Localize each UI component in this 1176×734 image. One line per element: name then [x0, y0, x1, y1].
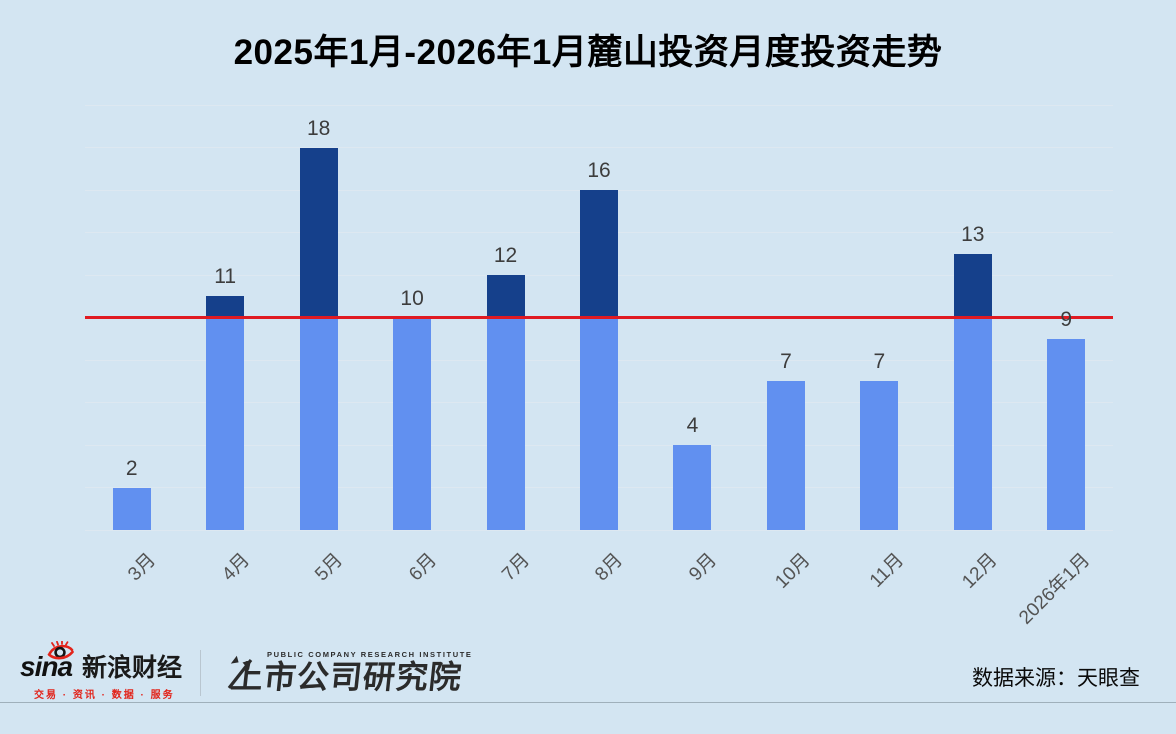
- bar-value-label: 4: [686, 414, 699, 437]
- x-axis-label: 9月: [685, 549, 721, 586]
- data-source-label: 数据来源：天眼查: [972, 667, 1140, 690]
- bar-value-label: 2: [125, 456, 138, 480]
- bar-segment-above-line: [299, 147, 338, 318]
- bar-value-label: 9: [1060, 307, 1073, 331]
- x-axis-label: 7月: [498, 549, 534, 586]
- bar-segment-above-line: [580, 190, 618, 318]
- institute-logo: PUBLIC COMPANY RESEARCH INSTITUTE 上市公司研究…: [217, 650, 472, 695]
- bar-value-label: 11: [214, 265, 237, 289]
- bar-segment-below-line: [580, 317, 618, 530]
- bar-segment-below-line: [206, 317, 245, 530]
- x-axis-label: 5月: [311, 549, 348, 586]
- bar-value-label: 7: [780, 350, 792, 374]
- bar-12月: [953, 253, 992, 530]
- x-axis-label: 3月: [124, 549, 161, 586]
- bar-7月: [486, 275, 525, 530]
- gridline: [85, 529, 1113, 531]
- bar-segment-below-line: [1047, 338, 1086, 530]
- x-axis-label: 11月: [865, 549, 908, 592]
- bar-11月: [860, 381, 899, 530]
- gridline: [85, 104, 1113, 106]
- sina-finance-name: 新浪财经: [82, 654, 183, 682]
- bar-segment-below-line: [766, 381, 805, 530]
- bar-value-label: 18: [306, 116, 331, 140]
- bar-value-label: 12: [493, 244, 518, 267]
- bar-segment-above-line: [486, 275, 525, 318]
- bar-segment-below-line: [486, 317, 525, 530]
- institute-subtitle: PUBLIC COMPANY RESEARCH INSTITUTE: [267, 650, 473, 660]
- bar-value-label: 7: [873, 350, 886, 374]
- x-axis-label: 12月: [957, 549, 1002, 593]
- bar-6月: [393, 317, 432, 530]
- chart-title: 2025年1月-2026年1月麓山投资月度投资走势: [233, 33, 943, 72]
- logo-vertical-divider: [200, 650, 202, 696]
- bar-5月: [299, 147, 338, 530]
- gridline: [85, 147, 1113, 148]
- bar-2026年1月: [1047, 338, 1086, 530]
- footer-brand-area: sina 新浪财经 交易 · 资讯 · 数据 · 服务 PUBLIC COMPA…: [20, 641, 473, 702]
- bar-9月: [673, 445, 712, 530]
- bar-segment-below-line: [299, 317, 338, 530]
- x-axis-label: 2026年1月: [1015, 549, 1095, 629]
- bar-8月: [580, 190, 618, 530]
- bar-segment-below-line: [393, 317, 432, 530]
- sina-eye-icon: [47, 641, 74, 660]
- bar-chart: 2 3月 11 4月 18 5月 10 6月 12 7月 16 8月 4 9月 7 10月 7 11月 13 12月 9…: [85, 104, 1113, 629]
- bar-segment-below-line: [953, 317, 992, 530]
- arrow-up-icon: [227, 656, 253, 690]
- bar-10月: [766, 381, 805, 530]
- bar-segment-below-line: [860, 381, 899, 530]
- sina-finance-logo: sina 新浪财经 交易 · 资讯 · 数据 · 服务: [20, 641, 183, 701]
- bar-4月: [206, 296, 245, 530]
- institute-name: 上市公司研究院: [229, 659, 465, 696]
- bar-value-label: 16: [587, 159, 611, 182]
- bar-segment-below-line: [673, 445, 712, 530]
- bar-segment-above-line: [206, 296, 245, 318]
- bar-value-label: 10: [400, 286, 424, 310]
- bar-segment-above-line: [953, 253, 992, 318]
- bar-segment-below-line: [112, 487, 151, 530]
- x-axis-label: 6月: [404, 549, 441, 586]
- footer-divider-line: [0, 702, 1176, 703]
- x-axis-label: 10月: [771, 549, 815, 593]
- sina-tagline: 交易 · 资讯 · 数据 · 服务: [34, 690, 175, 701]
- bar-3月: [112, 487, 151, 530]
- x-axis-label: 4月: [217, 549, 254, 586]
- x-axis-label: 8月: [591, 549, 628, 586]
- reference-line: [85, 315, 1113, 319]
- bar-value-label: 13: [961, 222, 985, 246]
